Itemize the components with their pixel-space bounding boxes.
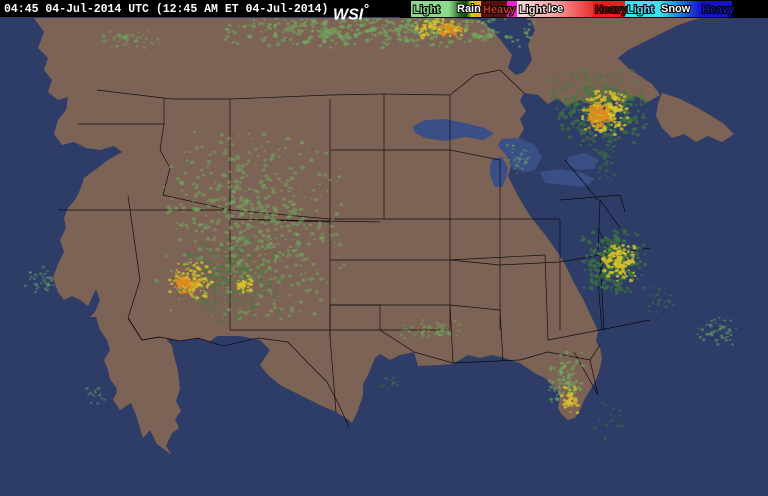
svg-text:Snow: Snow [661,3,691,15]
svg-text:Heavy: Heavy [483,4,516,16]
svg-text:Heavy: Heavy [702,4,735,16]
svg-text:Light: Light [519,4,546,16]
svg-text:Light: Light [627,4,654,16]
svg-text:Rain: Rain [457,3,481,15]
svg-text:Light: Light [413,4,440,16]
svg-text:Ice: Ice [548,3,563,15]
svg-text:Heavy: Heavy [595,4,628,16]
